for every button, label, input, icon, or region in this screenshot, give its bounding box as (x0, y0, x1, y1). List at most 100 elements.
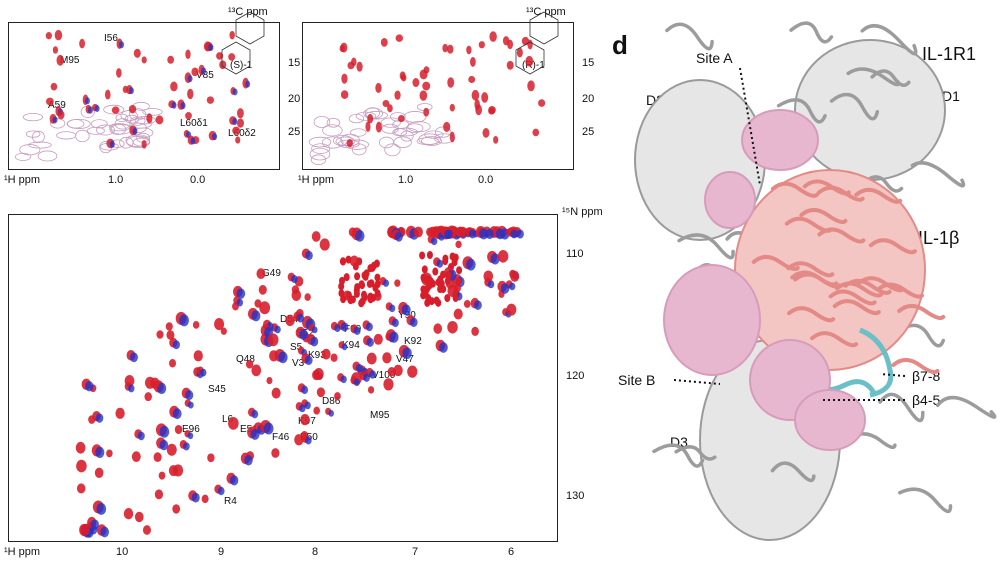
label-site-b: Site B (618, 372, 656, 388)
hsqc-peak (393, 364, 403, 377)
label-il1r1: IL-1R1 (922, 44, 977, 64)
hsqc-peak (183, 442, 190, 451)
receptor-ribbon (860, 24, 918, 56)
il1b-ribbon (854, 187, 903, 204)
contour-peak (114, 118, 131, 130)
contour-peak (190, 137, 196, 145)
hsqc-peak (319, 238, 330, 251)
contour-peak (400, 130, 414, 142)
contour-peak (493, 136, 499, 144)
contour-peak (416, 137, 440, 146)
hsqc-peak (483, 270, 494, 282)
hsqc-peak (466, 258, 476, 271)
peak-label: Q48 (236, 354, 255, 365)
contour-peak (201, 67, 207, 75)
hsqc-peak (374, 273, 381, 282)
hsqc-peak (179, 314, 190, 327)
panel-b-axis-top-label: ¹³C ppm (526, 6, 566, 18)
hsqc-peak (296, 313, 305, 323)
hsqc-peak (159, 439, 169, 451)
contour-peak (167, 55, 175, 64)
contour-peak (363, 107, 384, 120)
hsqc-peak (445, 271, 452, 280)
hsqc-peak (172, 340, 180, 350)
hsqc-peak (328, 410, 334, 417)
peak-label: D86 (322, 396, 341, 407)
hsqc-peak (301, 385, 309, 395)
contour-peak (489, 31, 497, 42)
hsqc-peak (383, 378, 394, 391)
contour-peak (116, 68, 122, 78)
hsqc-peak (442, 257, 449, 266)
hsqc-peak (130, 352, 138, 363)
label-d1: D1 (942, 88, 960, 104)
contour-peak (380, 37, 388, 47)
hsqc-peak (95, 446, 105, 458)
contour-peak (14, 152, 32, 161)
panel-a-xtick: 0.0 (190, 174, 206, 186)
hsqc-peak (185, 390, 194, 401)
contour-peak (133, 48, 141, 58)
contour-peak (185, 49, 191, 60)
contour-peak (49, 118, 66, 129)
contour-peak (525, 55, 534, 67)
contour-peak (344, 139, 370, 150)
contour-peak (75, 129, 90, 143)
il1b-domain (734, 169, 926, 371)
hsqc-peak (291, 289, 302, 301)
peak-label: K93 (308, 350, 326, 361)
contour-peak (397, 115, 405, 123)
site-b-surface (794, 389, 866, 451)
hsqc-peak (220, 327, 227, 335)
hsqc-peak (304, 355, 313, 366)
hsqc-peak (431, 237, 438, 246)
contour-peak (54, 29, 63, 41)
hsqc-peak (345, 255, 352, 264)
hsqc-peak (353, 326, 361, 335)
hsqc-peak (366, 352, 377, 365)
hsqc-peak (304, 293, 311, 301)
hsqc-peak (387, 366, 396, 377)
panel-c-xtick: 10 (116, 546, 129, 558)
hsqc-peak (285, 314, 295, 327)
hsqc-peak (80, 524, 90, 536)
contour-peak (516, 47, 523, 58)
panel-c-ytick: 130 (566, 490, 585, 502)
hsqc-peak (516, 229, 524, 239)
contour-peak (308, 136, 332, 148)
peak-label: V100 (372, 370, 396, 381)
hsqc-peak (355, 363, 363, 373)
hsqc-peak (363, 373, 370, 382)
panel-b-axis-bottom-label: ¹H ppm (298, 174, 335, 186)
hsqc-peak (251, 410, 259, 419)
peak-label: K92 (404, 336, 422, 347)
hsqc-peak (271, 448, 280, 458)
il1b-ribbon (810, 331, 859, 348)
peak-label: V47 (396, 354, 414, 365)
hsqc-peak (312, 326, 318, 334)
hsqc-peak (305, 436, 312, 445)
hsqc-peak (433, 323, 443, 334)
hsqc-peak (311, 231, 321, 242)
hsqc-peak (150, 377, 160, 389)
label-site-a: Site A (696, 50, 733, 66)
hsqc-peak (123, 508, 134, 520)
contour-peak (85, 97, 91, 105)
contour-peak (235, 136, 241, 144)
compound-structure (515, 41, 545, 75)
contour-peak (419, 90, 428, 101)
hsqc-peak (159, 425, 170, 438)
contour-peak (66, 118, 91, 129)
il1b-ribbon (793, 272, 842, 289)
hsqc-peak (349, 295, 356, 304)
contour-peak (180, 102, 186, 110)
contour-peak (232, 126, 241, 135)
contour-peak (351, 57, 357, 67)
contour-peak (187, 75, 193, 83)
contour-peak (25, 130, 41, 138)
site-a-surface (704, 171, 756, 229)
contour-peak (310, 154, 327, 166)
hsqc-peak (316, 387, 325, 398)
hsqc-peak (88, 415, 96, 424)
contour-peak (447, 77, 455, 88)
